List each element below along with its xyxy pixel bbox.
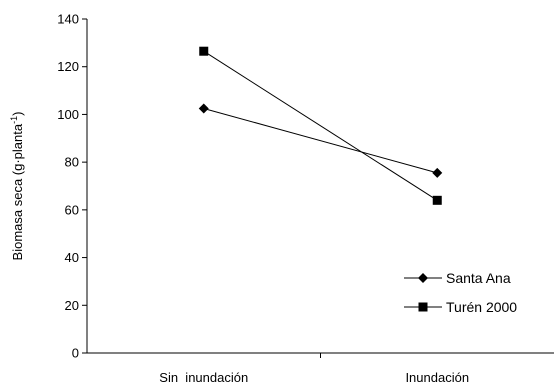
y-tick-label: 40: [65, 250, 79, 265]
x-tick-label: Inundación: [405, 370, 469, 385]
y-tick-label: 20: [65, 298, 79, 313]
legend-marker-1: [418, 302, 428, 312]
x-tick-label: Sin inundación: [159, 370, 248, 385]
legend: Santa Ana Turén 2000: [404, 270, 517, 315]
y-tick-label: 120: [57, 59, 79, 74]
series-1-point-0: [199, 46, 209, 56]
series-0-point-1: [432, 167, 443, 178]
series-1-point-1: [432, 195, 442, 205]
series-group: [198, 46, 443, 205]
y-tick-label: 0: [72, 346, 79, 361]
legend-label-1: Turén 2000: [446, 299, 517, 315]
series-0-point-0: [198, 103, 209, 114]
y-tick-label: 60: [65, 202, 79, 217]
series-line-1: [203, 50, 438, 201]
legend-label-0: Santa Ana: [446, 270, 511, 286]
y-tick-label: 140: [57, 12, 79, 27]
y-axis-title-superscript: -1: [9, 116, 19, 124]
y-axis-title: Biomasa seca (g·planta-1): [9, 112, 25, 261]
y-ticks: 0 20 40 60 80 100 120 140: [57, 12, 87, 361]
x-ticks: Sin inundación Inundación: [159, 353, 469, 385]
y-tick-label: 100: [57, 107, 79, 122]
legend-marker-0: [418, 273, 428, 283]
series-line-0: [203, 107, 438, 174]
y-axis-title-close: ): [10, 112, 25, 116]
y-tick-label: 80: [65, 155, 79, 170]
